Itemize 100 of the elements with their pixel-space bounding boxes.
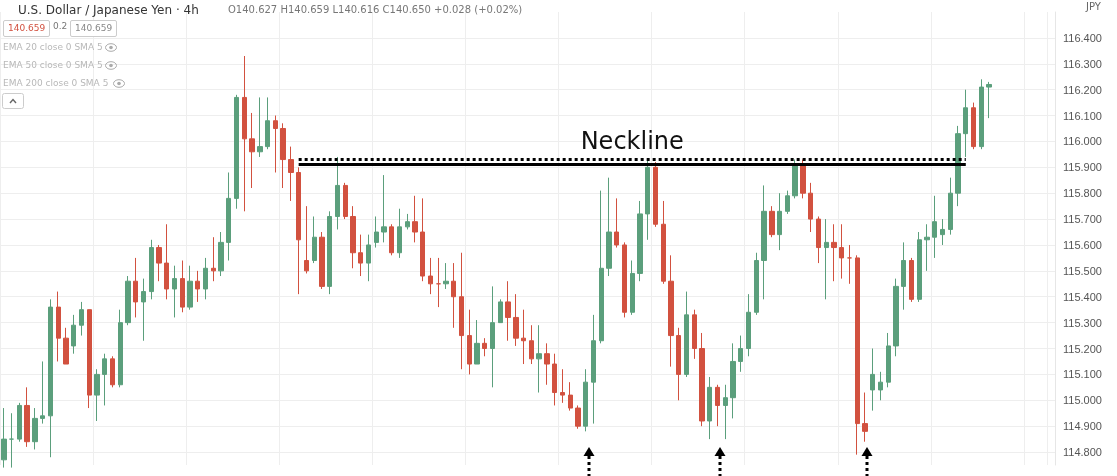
candlestick — [48, 298, 53, 458]
y-tick-label: 115.300 — [1063, 316, 1102, 329]
candlestick — [459, 252, 464, 370]
candlestick — [637, 200, 643, 282]
candlestick — [474, 319, 480, 365]
y-tick-label: 116.100 — [1063, 109, 1102, 122]
candlestick — [102, 353, 107, 406]
candlestick — [699, 332, 705, 427]
candlestick — [738, 335, 743, 373]
candlestick — [218, 231, 224, 277]
candlestick — [335, 156, 340, 230]
candlestick — [381, 174, 387, 243]
candlestick — [948, 177, 953, 236]
candlestick — [901, 241, 906, 311]
candlestick — [676, 327, 681, 401]
candlestick — [591, 314, 596, 425]
candlestick — [661, 200, 666, 285]
y-tick-label: 115.600 — [1063, 238, 1102, 251]
candlestick — [924, 223, 930, 272]
candlestick — [816, 216, 821, 264]
candlestick — [242, 55, 247, 212]
candlestick — [529, 324, 534, 365]
candlestick — [583, 368, 588, 432]
candlestick — [87, 309, 92, 409]
candlestick — [451, 262, 456, 329]
annotation: U.S. Dollar / Japanese Yen · 4h — [18, 3, 199, 17]
candlestick — [932, 195, 937, 259]
candlestick — [133, 257, 138, 318]
candlestick — [358, 234, 363, 277]
candlestick — [505, 280, 511, 342]
candlestick — [862, 392, 868, 443]
candlestick — [715, 384, 720, 427]
candlestick — [723, 384, 728, 440]
candlestick — [17, 402, 22, 443]
candlestick — [265, 96, 270, 150]
candlestick — [940, 218, 945, 246]
candlestick — [684, 291, 689, 378]
candlestick — [9, 412, 14, 469]
candlestick — [971, 102, 976, 150]
candlestick — [707, 376, 712, 440]
candlestick — [405, 213, 410, 230]
candlestick — [428, 257, 433, 295]
candlestick — [614, 197, 619, 249]
candlestick — [645, 159, 650, 241]
annotation: 140.659 — [3, 20, 51, 37]
candlestick — [513, 293, 519, 347]
candlestick — [118, 309, 123, 388]
candlestick — [141, 278, 146, 342]
y-tick-label: 116.400 — [1063, 31, 1102, 44]
candlestick — [986, 81, 992, 119]
candlestick — [149, 239, 154, 300]
candlestick — [125, 275, 131, 326]
candlestick — [257, 96, 263, 158]
candlestick — [436, 257, 441, 308]
candlestick — [824, 218, 829, 300]
candlestick — [63, 327, 69, 365]
y-tick-label: 115.200 — [1063, 342, 1102, 355]
candlestick — [599, 190, 604, 344]
candlestick — [273, 115, 278, 173]
candlestick — [280, 122, 286, 189]
candlestick — [536, 324, 542, 394]
candlestick — [606, 177, 612, 277]
y-tick-label: 115.000 — [1063, 394, 1102, 407]
candlestick — [963, 89, 968, 158]
candlestick — [792, 159, 798, 199]
candlestick — [203, 257, 208, 300]
ref-line-label: Neckline — [580, 126, 684, 155]
candlestick — [32, 407, 38, 450]
candlestick — [71, 314, 76, 355]
candlestick — [366, 234, 371, 282]
candlestick — [312, 216, 317, 264]
candlestick — [412, 195, 418, 243]
y-tick-label: 116.300 — [1063, 57, 1102, 70]
candlestick — [785, 190, 790, 215]
candlestick — [79, 301, 84, 337]
candlestick — [343, 182, 348, 220]
candlestick — [870, 348, 875, 412]
y-tick-label: 116.000 — [1063, 135, 1102, 148]
candlestick — [839, 223, 844, 280]
candlestick — [350, 205, 356, 269]
candlestick — [211, 236, 216, 282]
candlestick — [847, 244, 852, 285]
candlestick — [249, 112, 255, 189]
candlestick — [482, 337, 487, 357]
candlestick — [327, 210, 332, 295]
candlestick — [234, 94, 239, 210]
annotation: EMA 20 close 0 SMA 5 — [3, 42, 103, 52]
candlestick — [777, 192, 782, 251]
candlestick — [761, 184, 767, 300]
annotation: EMA 200 close 0 SMA 5 — [3, 78, 109, 88]
candlestick — [40, 360, 45, 425]
candlestick — [443, 262, 449, 290]
candlestick — [754, 252, 759, 316]
text: JPY — [1086, 1, 1101, 12]
candlestick — [467, 309, 472, 375]
candlestick — [1, 407, 7, 469]
annotation: O140.627 H140.659 L140.616 C140.650 +0.028 (+0.02%) — [228, 4, 523, 15]
candlestick — [544, 342, 550, 386]
candlestick — [498, 298, 503, 324]
candlestick — [746, 293, 751, 357]
